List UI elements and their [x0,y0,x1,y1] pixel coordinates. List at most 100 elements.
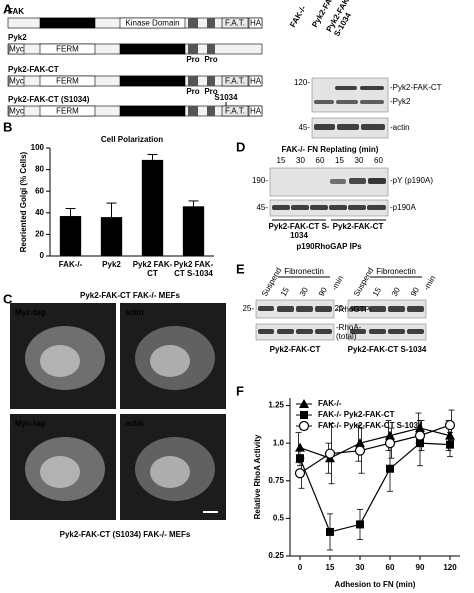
band [348,205,366,210]
domain-label: HA [250,77,262,86]
linker [188,76,198,86]
group-label: Pyk2-FAK-CT S-1034 [347,345,427,354]
mw-marker: 25- [334,304,346,313]
blot [255,299,335,319]
lane-label: 30 [296,156,305,165]
linker [207,18,215,28]
band [369,306,386,312]
band-label: -actin [390,123,410,132]
x-axis-label: Adhesion to FN (min) [335,580,416,589]
legend-label: FAK-/- Pyk2-FAK-CT [318,410,395,419]
band-label: -Pyk2 [390,97,411,106]
mw-marker: 25- [242,304,254,313]
band [314,124,335,130]
band [335,86,357,90]
panel-label: F [236,383,244,398]
domain-label: Kinase Domain [125,107,179,116]
domain-label: HA [250,19,262,28]
band-label: -p190A [390,203,416,212]
lane-label: 15 [371,285,384,298]
domain [119,17,186,29]
mw-marker: 45- [298,123,310,132]
data-point [446,440,454,449]
x-tick-label: Pyk2 FAK-CT S-1034 [173,260,214,278]
lane-label: 90 [409,285,422,298]
image-label: actin [125,308,144,317]
linker [188,18,198,28]
mw-marker: 120- [294,78,310,87]
linker [207,44,215,54]
domain [8,43,25,55]
data-point [414,430,426,441]
lane-label: 30 [298,285,311,298]
y-tick-label: 1.25 [268,401,284,410]
data-point [326,527,334,536]
domain [248,105,263,117]
blot [347,323,427,341]
band [369,329,386,334]
construct-name: Pyk2-FAK-CT (S1034) [8,95,90,104]
legend-label: FAK-/- Pyk2-FAK-CT S-1034 [318,421,423,430]
bar [59,216,82,256]
blot-header: Fibronectin [284,267,324,276]
band [277,329,294,334]
y-tick-label: 0.75 [268,476,284,485]
lane-label: 15 [335,156,344,165]
linker [207,76,215,86]
band [337,124,359,130]
band [407,306,424,312]
domain-label: FERM [56,77,79,86]
domain-label: Kinase Domain [125,45,179,54]
data-point [444,419,456,431]
x-tick-label: Pyk2 FAK-CT [132,260,173,278]
y-tick-label: 80 [35,165,44,174]
band [310,205,328,210]
data-point [386,464,394,473]
linker [188,106,198,116]
domain-label: F.A.T. [225,19,245,28]
domain-label: Kinase Domain [125,77,179,86]
blot [311,77,389,113]
x-tick-label: 0 [298,563,303,572]
motif-label: Pro [204,87,217,96]
y-tick-label: 0 [40,251,45,260]
panel-label: C [3,291,13,306]
x-tick-label: 60 [386,563,395,572]
image-label: Myc-tag [15,419,45,428]
y-tick-label: 20 [35,230,44,239]
domain-label: FERM [56,19,79,28]
blot [347,299,427,319]
band-label: (total) [336,332,357,341]
y-axis-label: Relative RhoA Activity [253,434,262,519]
domain-label: Myc [9,45,24,54]
domain [39,75,96,87]
data-point [294,468,306,479]
domain [221,17,249,29]
domain [248,75,263,87]
image-label: Myc-tag [15,308,45,317]
band [296,306,313,312]
unit-label: -min [330,274,346,292]
blot-header: Fibronectin [376,267,416,276]
y-tick-label: 0.5 [273,513,285,522]
x-tick-label: 30 [356,563,365,572]
image-title: Pyk2-FAK-CT FAK-/- MEFs [79,291,180,300]
group-label: Pyk2-FAK-CT [332,222,384,231]
y-tick-label: 1.0 [273,438,285,447]
lane-label: 15 [277,156,286,165]
band [277,306,294,312]
band [330,179,346,184]
bar [182,206,205,256]
domain [119,75,186,87]
domain-label: Kinase Domain [125,19,179,28]
band [314,100,334,104]
domain-label: HA [250,107,262,116]
panel-label: D [236,139,245,154]
motif-label: Pro [186,55,199,64]
band-label: -RhoA- [336,323,362,332]
band [291,205,309,210]
band [388,329,405,334]
y-tick-label: 100 [31,143,45,152]
band [336,100,358,104]
